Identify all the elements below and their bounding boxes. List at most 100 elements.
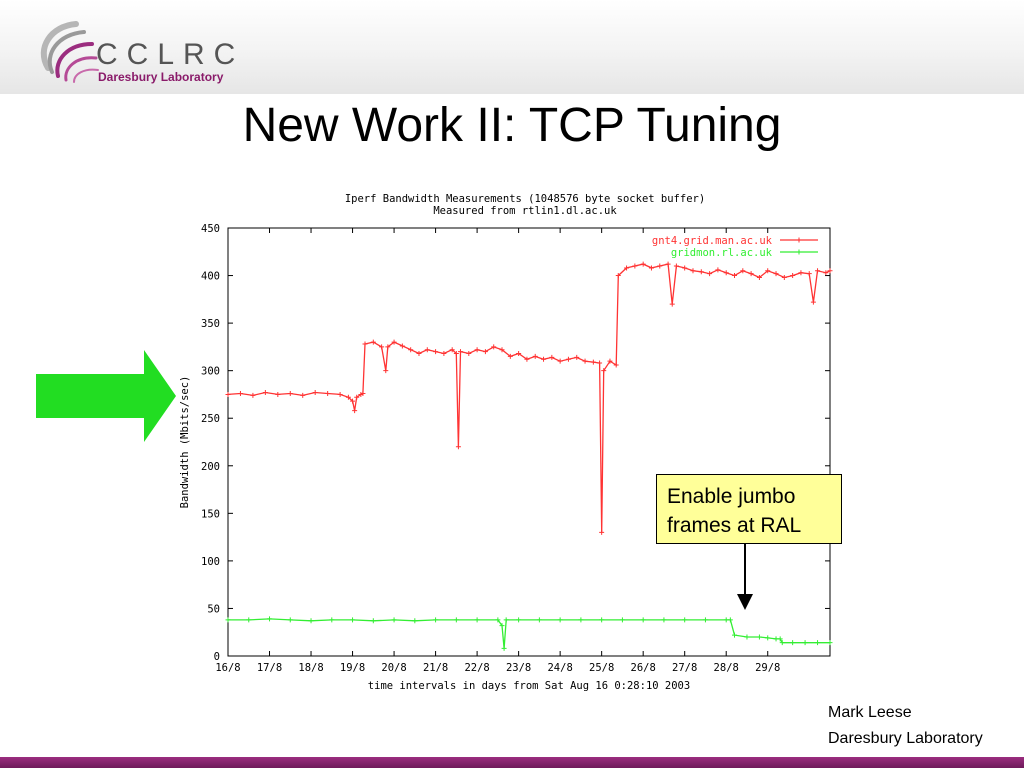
legend-label: gridmon.rl.ac.uk: [671, 247, 773, 259]
y-tick-label: 100: [201, 556, 220, 568]
y-tick-label: 150: [201, 508, 220, 520]
data-point: [312, 390, 318, 396]
x-tick-label: 29/8: [755, 662, 780, 674]
data-point: [640, 617, 646, 623]
data-point: [524, 356, 530, 362]
data-point: [682, 617, 688, 623]
data-point: [690, 268, 696, 274]
data-point: [619, 617, 625, 623]
series-line: [227, 263, 831, 533]
data-point: [441, 351, 447, 357]
x-tick-label: 23/8: [506, 662, 531, 674]
data-point: [740, 268, 746, 274]
data-point: [624, 265, 630, 271]
x-tick-label: 25/8: [589, 662, 614, 674]
y-tick-label: 350: [201, 318, 220, 330]
data-point: [482, 349, 488, 355]
data-point: [601, 368, 607, 374]
data-point: [362, 341, 368, 347]
data-point: [455, 444, 461, 450]
data-point: [765, 635, 771, 641]
x-tick-label: 19/8: [340, 662, 365, 674]
data-point: [275, 391, 281, 397]
author-block: Mark Leese Daresbury Laboratory: [828, 700, 983, 752]
data-point: [433, 349, 439, 355]
x-tick-label: 17/8: [257, 662, 282, 674]
data-point: [665, 261, 671, 267]
data-point: [827, 640, 833, 646]
data-point: [536, 617, 542, 623]
data-point: [453, 617, 459, 623]
data-point: [516, 351, 522, 357]
data-point: [383, 368, 389, 374]
data-point: [453, 351, 459, 357]
data-point: [507, 353, 513, 359]
data-point: [495, 617, 501, 623]
data-point: [657, 263, 663, 269]
data-point: [412, 618, 418, 624]
data-point: [765, 268, 771, 274]
data-point: [262, 390, 268, 396]
x-tick-label: 27/8: [672, 662, 697, 674]
data-point: [810, 299, 816, 305]
x-tick-label: 22/8: [464, 662, 489, 674]
data-point: [777, 636, 783, 642]
data-point: [416, 351, 422, 357]
data-point: [669, 301, 675, 307]
data-point: [354, 394, 360, 400]
data-point: [308, 618, 314, 624]
data-point: [225, 617, 231, 623]
data-point: [352, 408, 358, 414]
legend-marker: [796, 249, 802, 255]
data-point: [267, 616, 273, 622]
data-point: [474, 347, 480, 353]
data-point: [385, 344, 391, 350]
data-point: [287, 617, 293, 623]
data-point: [557, 617, 563, 623]
data-point: [779, 640, 785, 646]
data-point: [370, 339, 376, 345]
y-tick-label: 250: [201, 413, 220, 425]
chart-subtitle: Measured from rtlin1.dl.ac.uk: [433, 205, 617, 217]
data-point: [466, 351, 472, 357]
y-axis: 0 50 100 150 200 250 300 350 400 450: [201, 223, 830, 663]
data-point: [424, 347, 430, 353]
x-tick-label: 20/8: [381, 662, 406, 674]
data-point: [300, 392, 306, 398]
data-point: [802, 640, 808, 646]
x-tick-label: 26/8: [631, 662, 656, 674]
data-point: [433, 617, 439, 623]
x-axis-label: time intervals in days from Sat Aug 16 0…: [368, 680, 690, 692]
logo-subtitle: Daresbury Laboratory: [98, 70, 224, 84]
data-point: [325, 390, 331, 396]
data-point: [379, 344, 385, 350]
legend-marker: [796, 237, 802, 243]
data-point: [823, 270, 829, 276]
header-band: [0, 0, 1024, 94]
y-tick-label: 450: [201, 223, 220, 235]
data-point: [449, 347, 455, 353]
data-point: [287, 390, 293, 396]
data-point: [732, 632, 738, 638]
data-point: [350, 617, 356, 623]
bottom-band: [0, 757, 1024, 768]
data-point: [632, 263, 638, 269]
y-tick-label: 400: [201, 271, 220, 283]
green-right-arrow-icon: [36, 350, 176, 442]
y-tick-label: 0: [214, 651, 220, 663]
data-point: [715, 267, 721, 273]
data-point: [345, 394, 351, 400]
data-point: [748, 271, 754, 277]
series-layer: [225, 261, 833, 651]
data-point: [399, 343, 405, 349]
data-point: [370, 618, 376, 624]
data-point: [640, 261, 646, 267]
legend-label: gnt4.grid.man.ac.uk: [652, 235, 773, 247]
data-point: [516, 617, 522, 623]
data-point: [250, 392, 256, 398]
data-point: [578, 617, 584, 623]
x-tick-label: 28/8: [714, 662, 739, 674]
data-point: [698, 269, 704, 275]
data-point: [702, 617, 708, 623]
cclrc-swirl-icon: [40, 21, 99, 83]
